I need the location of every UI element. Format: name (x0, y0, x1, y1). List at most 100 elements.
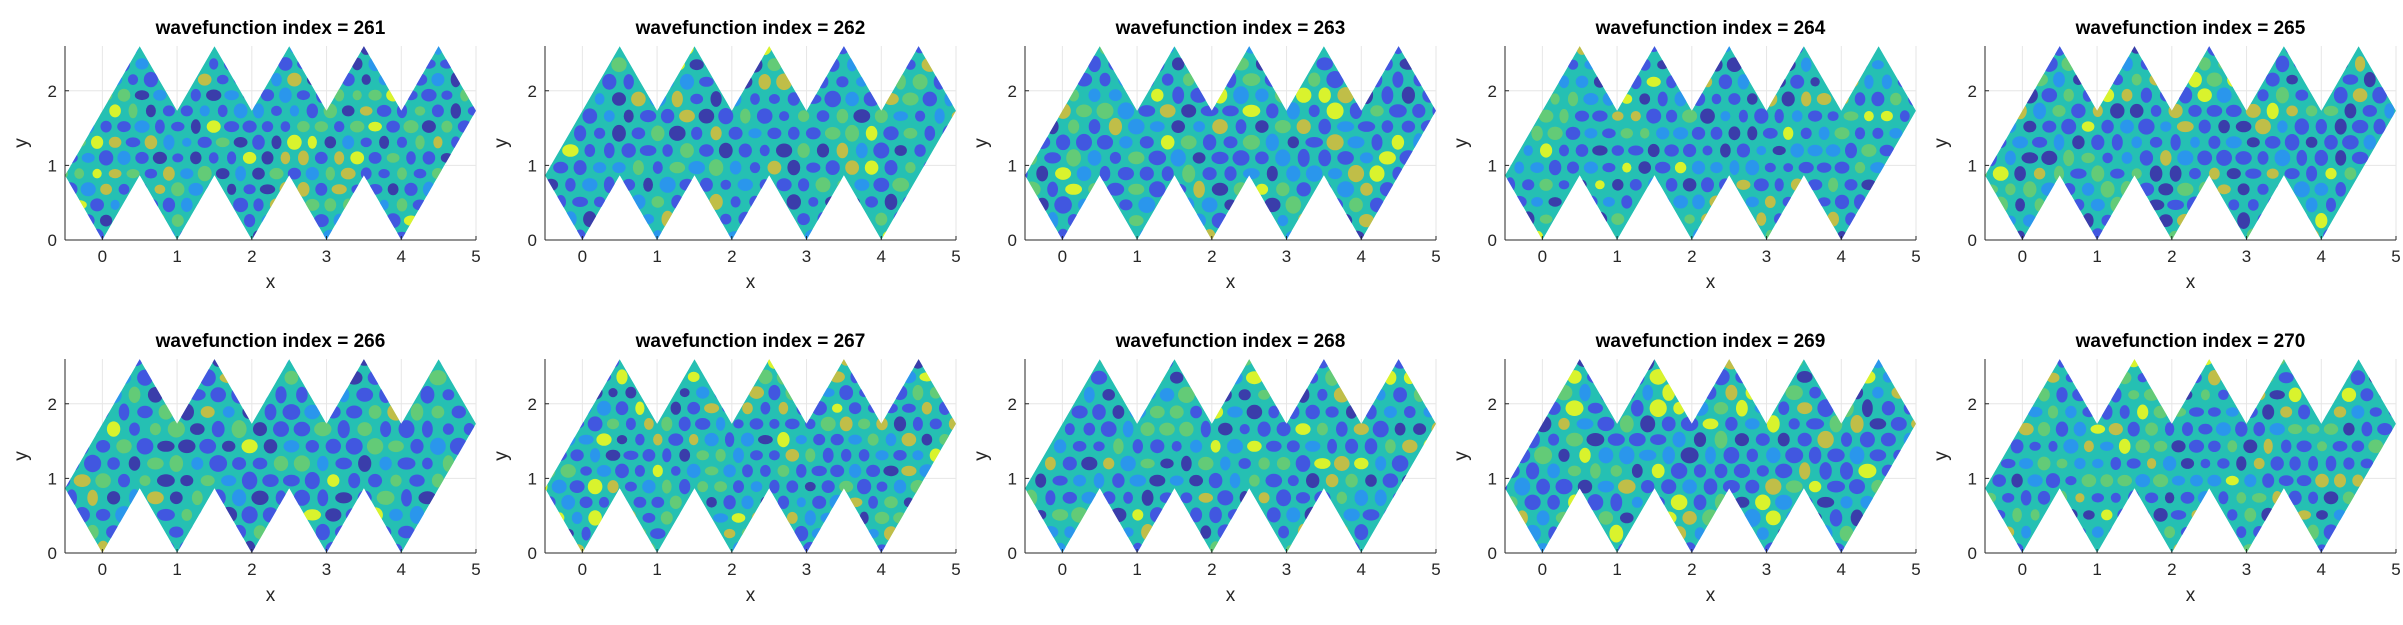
field-blob (758, 369, 773, 385)
field-blob (1326, 134, 1344, 151)
field-blob (2129, 103, 2144, 118)
x-axis-label: x (746, 272, 756, 293)
field-blob (641, 387, 657, 398)
field-blob (1295, 455, 1311, 472)
field-blob (2109, 526, 2123, 538)
field-blob (2170, 510, 2187, 520)
field-blob (921, 401, 933, 415)
field-blob (1123, 491, 1133, 504)
field-blob (450, 103, 461, 119)
field-blob (1318, 87, 1331, 103)
field-blob (1150, 372, 1164, 383)
field-blob (1756, 368, 1770, 386)
field-blob (450, 46, 462, 55)
field-blob (358, 455, 372, 472)
field-blob (1807, 543, 1823, 553)
field-blob (779, 111, 790, 122)
field-blob (1287, 46, 1299, 55)
field-blob (1985, 390, 1996, 400)
field-blob (1712, 528, 1730, 540)
field-blob (2236, 389, 2246, 401)
field-blob (2315, 119, 2327, 135)
field-blob (356, 387, 374, 402)
field-blob (2073, 46, 2084, 57)
field-blob (1055, 102, 1071, 119)
field-blob (1265, 133, 1279, 151)
field-blob (200, 475, 215, 487)
field-blob (1025, 359, 1038, 368)
field-blob (1817, 399, 1834, 418)
field-blob (1722, 542, 1741, 553)
field-blob (1657, 60, 1669, 70)
field-blob (1566, 432, 1583, 447)
field-blob (81, 152, 95, 163)
field-blob (2253, 389, 2266, 401)
field-blob (2322, 46, 2340, 56)
field-blob (1295, 359, 1311, 368)
field-blob (611, 230, 627, 240)
field-blob (1138, 105, 1156, 117)
field-blob (1651, 496, 1665, 509)
field-blob (867, 528, 879, 539)
field-blob (1308, 104, 1320, 118)
field-blob (1538, 76, 1554, 88)
field-blob (410, 438, 424, 454)
field-blob (118, 403, 130, 421)
field-blob (1267, 370, 1281, 386)
field-blob (1514, 359, 1530, 369)
field-blob (222, 440, 236, 452)
field-blob (1818, 126, 1830, 140)
field-blob (1378, 214, 1397, 227)
field-blob (592, 228, 607, 240)
field-blob (1602, 196, 1615, 207)
field-blob (1602, 59, 1616, 70)
field-blob (429, 543, 447, 553)
field-blob (1985, 134, 1989, 151)
field-blob (2155, 373, 2166, 383)
field-blob (233, 137, 248, 148)
field-blob (440, 182, 454, 196)
field-blob (2081, 121, 2095, 132)
field-blob (1243, 227, 1260, 240)
field-blob (804, 481, 816, 492)
field-blob (83, 58, 93, 70)
field-blob (594, 127, 606, 139)
field-blob (1702, 145, 1713, 156)
field-blob (640, 110, 657, 123)
y-axis-label: y (491, 138, 512, 148)
field-blob (2277, 120, 2288, 133)
field-blob (750, 93, 760, 105)
field-blob (1755, 494, 1771, 511)
field-blob (777, 526, 790, 541)
field-blob (1631, 496, 1643, 508)
field-blob (1226, 541, 1244, 553)
field-blob (956, 528, 969, 539)
field-blob (2121, 152, 2133, 164)
field-blob (738, 143, 752, 158)
field-blob (2295, 89, 2309, 101)
field-blob (453, 370, 465, 385)
field-blob (2262, 372, 2274, 383)
field-blob (305, 167, 319, 181)
field-blob (624, 481, 637, 492)
field-blob (74, 405, 91, 419)
field-blob (1068, 55, 1079, 73)
field-blob (1558, 180, 1570, 190)
x-tick-label: 3 (802, 560, 811, 579)
field-blob (565, 46, 576, 54)
field-blob (633, 527, 647, 540)
field-blob (588, 510, 602, 526)
field-blob (95, 508, 111, 521)
field-blob (2149, 136, 2163, 148)
field-blob (1710, 162, 1723, 174)
field-blob (946, 511, 956, 525)
field-blob (1745, 58, 1760, 71)
field-blob (714, 481, 727, 492)
field-blob (1099, 46, 1111, 55)
field-blob (1916, 178, 1929, 191)
field-blob (1161, 46, 1174, 54)
field-blob (689, 59, 704, 71)
field-blob (1595, 180, 1605, 190)
x-axis-label: x (266, 585, 276, 606)
